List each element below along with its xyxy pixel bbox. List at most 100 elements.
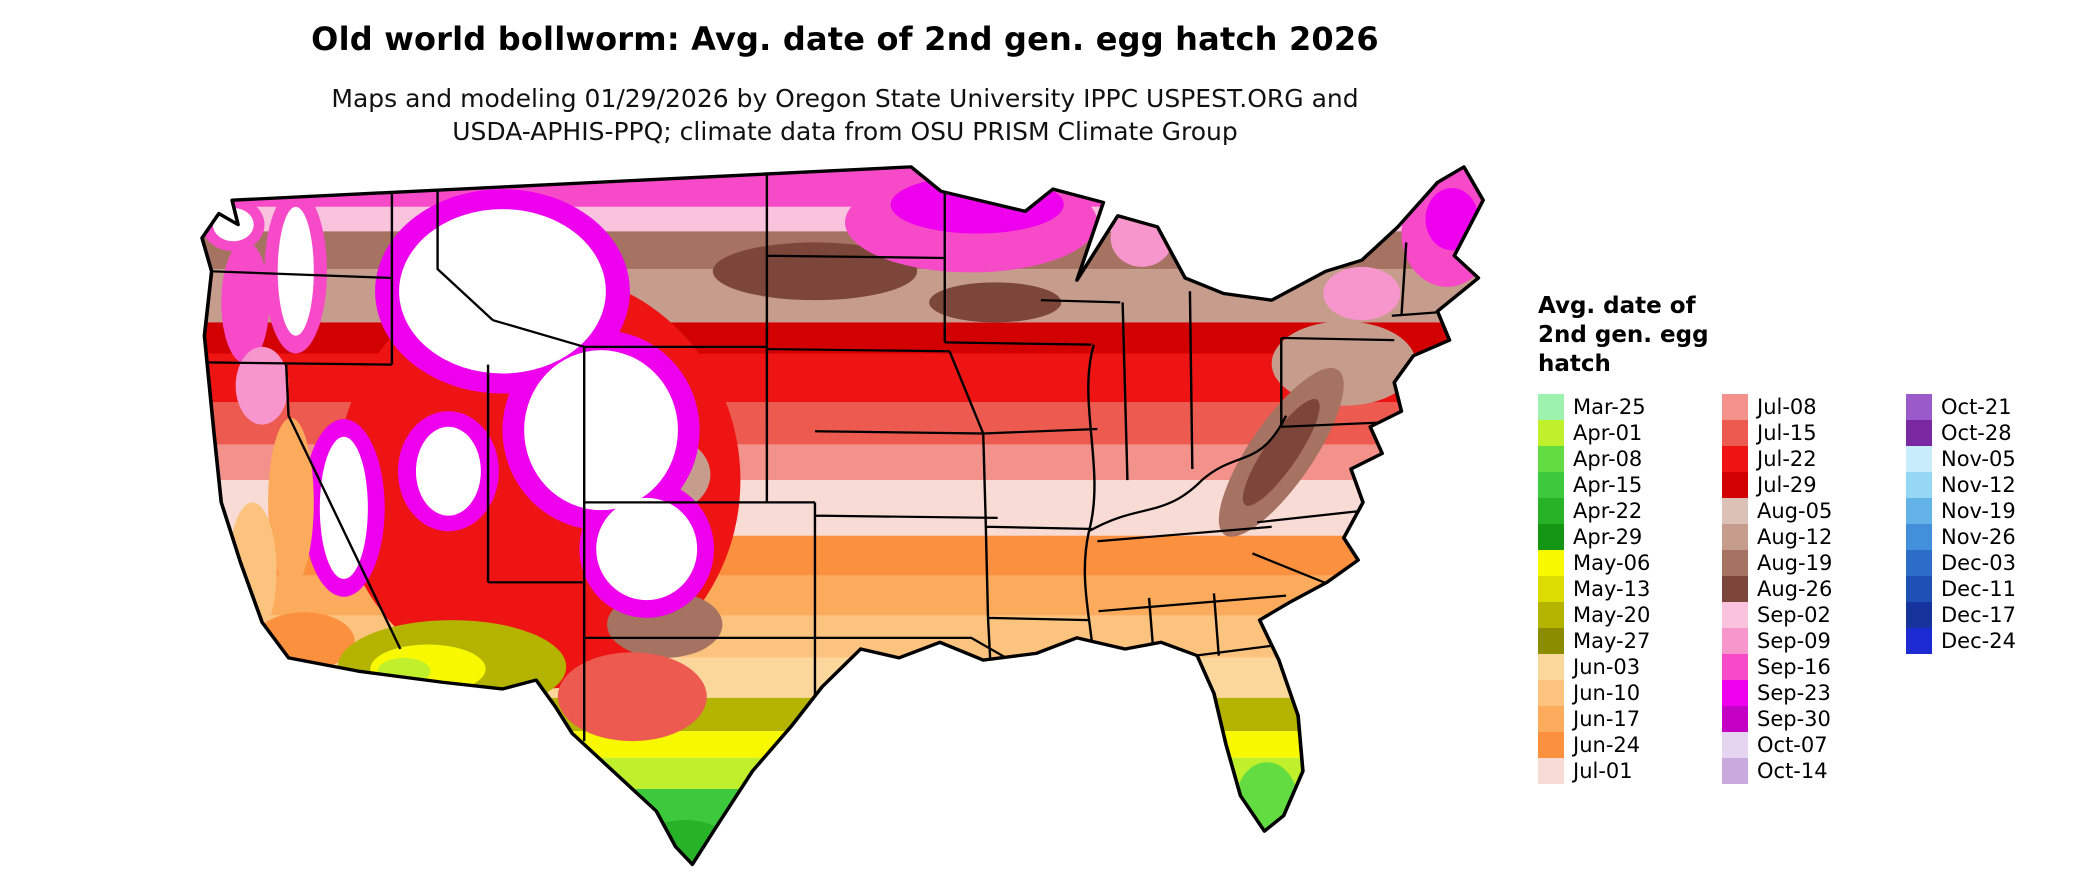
- map-patch-minnesota-magenta-core: [890, 175, 1064, 234]
- legend-swatch: [1722, 654, 1748, 681]
- legend-label: Sep-23: [1757, 681, 1831, 706]
- legend-label: Oct-21: [1941, 395, 2012, 420]
- map-panel: [190, 158, 1500, 880]
- legend-swatch: [1906, 394, 1932, 421]
- legend-label: Aug-26: [1757, 577, 1833, 602]
- legend-columns: Mar-25 Apr-01 Apr-08 Apr-15 Apr-22 Apr-29 May-…: [1538, 394, 2083, 785]
- legend-label: Mar-25: [1573, 395, 1646, 420]
- legend-entry: May-20: [1538, 602, 1708, 629]
- legend-entry: Aug-19: [1722, 550, 1892, 577]
- legend-swatch: [1538, 472, 1564, 499]
- legend-entry: Nov-05: [1906, 446, 2076, 473]
- legend-swatch: [1538, 576, 1564, 603]
- legend-swatch: [1538, 680, 1564, 707]
- legend-swatch: [1538, 602, 1564, 629]
- map-band: [202, 731, 1484, 758]
- legend-label: Nov-05: [1941, 447, 2016, 472]
- legend-swatch: [1722, 680, 1748, 707]
- legend-swatch: [1538, 654, 1564, 681]
- legend-label: May-13: [1573, 577, 1651, 602]
- legend-swatch: [1538, 524, 1564, 551]
- legend-entry: May-13: [1538, 576, 1708, 603]
- legend-swatch: [1906, 446, 1932, 473]
- legend-label: Apr-29: [1573, 525, 1643, 550]
- map-patch-southtexas-green: [637, 820, 734, 865]
- legend-label: Jul-15: [1757, 421, 1817, 446]
- legend-swatch: [1722, 472, 1748, 499]
- legend-label: Aug-05: [1757, 499, 1833, 524]
- legend-entry: Oct-07: [1722, 732, 1892, 759]
- legend-entry: Nov-19: [1906, 498, 2076, 525]
- legend-entry: Sep-30: [1722, 706, 1892, 733]
- legend-swatch: [1906, 472, 1932, 499]
- map-patch-maine-magenta-core: [1425, 187, 1479, 251]
- legend-label: Aug-12: [1757, 525, 1833, 550]
- legend-label: Nov-26: [1941, 525, 2016, 550]
- legend-label: Jul-08: [1757, 395, 1817, 420]
- legend-label: Apr-08: [1573, 447, 1643, 472]
- legend-swatch: [1722, 706, 1748, 733]
- us-map: [200, 165, 1485, 867]
- legend-entry: Sep-09: [1722, 628, 1892, 655]
- legend-swatch: [1906, 498, 1932, 525]
- legend-label: Dec-17: [1941, 603, 2016, 628]
- legend-entry: Apr-01: [1538, 420, 1708, 447]
- map-patch-no-hatch: [596, 497, 698, 601]
- legend-entry: Apr-29: [1538, 524, 1708, 551]
- legend-label: Dec-11: [1941, 577, 2016, 602]
- legend-entry: Apr-15: [1538, 472, 1708, 499]
- legend-label: Nov-12: [1941, 473, 2016, 498]
- map-band: [202, 788, 1484, 865]
- legend-label: Apr-01: [1573, 421, 1643, 446]
- legend-swatch: [1722, 732, 1748, 759]
- legend-swatch: [1906, 628, 1932, 655]
- legend-swatch: [1906, 524, 1932, 551]
- legend-entry: Dec-03: [1906, 550, 2076, 577]
- legend-label: Sep-02: [1757, 603, 1831, 628]
- legend-label: Oct-07: [1757, 733, 1828, 758]
- legend-entry: Nov-12: [1906, 472, 2076, 499]
- legend-label: Aug-19: [1757, 551, 1833, 576]
- legend-label: Oct-28: [1941, 421, 2012, 446]
- legend-swatch: [1722, 628, 1748, 655]
- legend-swatch: [1906, 576, 1932, 603]
- legend-swatch: [1538, 446, 1564, 473]
- legend-entry: Apr-22: [1538, 498, 1708, 525]
- legend-entry: Sep-16: [1722, 654, 1892, 681]
- legend-entry: Oct-28: [1906, 420, 2076, 447]
- legend-entry: Jul-29: [1722, 472, 1892, 499]
- legend-entry: May-06: [1538, 550, 1708, 577]
- page-title: Old world bollworm: Avg. date of 2nd gen…: [311, 20, 1379, 58]
- legend-swatch: [1538, 732, 1564, 759]
- legend-entry: Mar-25: [1538, 394, 1708, 421]
- legend-label: Sep-09: [1757, 629, 1831, 654]
- map-band: [202, 166, 1484, 207]
- legend-swatch: [1538, 394, 1564, 421]
- legend-label: Jul-22: [1757, 447, 1817, 472]
- map-patch-no-hatch: [399, 209, 606, 374]
- map-band: [202, 206, 1484, 232]
- legend-swatch: [1538, 628, 1564, 655]
- legend-swatch: [1538, 550, 1564, 577]
- legend-label: Sep-30: [1757, 707, 1831, 732]
- header: Old world bollworm: Avg. date of 2nd gen…: [0, 20, 1690, 148]
- map-patch-ca-valley-orange: [268, 417, 314, 587]
- legend-entry: Jun-24: [1538, 732, 1708, 759]
- legend-entry: Jul-22: [1722, 446, 1892, 473]
- legend-entry: Aug-12: [1722, 524, 1892, 551]
- legend-column-1: Mar-25 Apr-01 Apr-08 Apr-15 Apr-22 Apr-29 May-…: [1538, 394, 1708, 785]
- legend-swatch: [1722, 394, 1748, 421]
- legend-entry: Dec-11: [1906, 576, 2076, 603]
- legend-entry: Jul-08: [1722, 394, 1892, 421]
- map-patch-no-hatch: [415, 426, 481, 516]
- state-boundaries: [202, 169, 1453, 745]
- legend-swatch: [1722, 446, 1748, 473]
- map-patch-no-hatch: [319, 436, 368, 579]
- page-subtitle: Maps and modeling 01/29/2026 by Oregon S…: [331, 84, 1359, 146]
- legend-swatch: [1722, 576, 1748, 603]
- legend-label: May-06: [1573, 551, 1651, 576]
- map-patch-no-hatch: [277, 206, 314, 336]
- legend-swatch: [1906, 550, 1932, 577]
- legend-label: Jun-17: [1573, 707, 1641, 732]
- legend-entry: Jul-15: [1722, 420, 1892, 447]
